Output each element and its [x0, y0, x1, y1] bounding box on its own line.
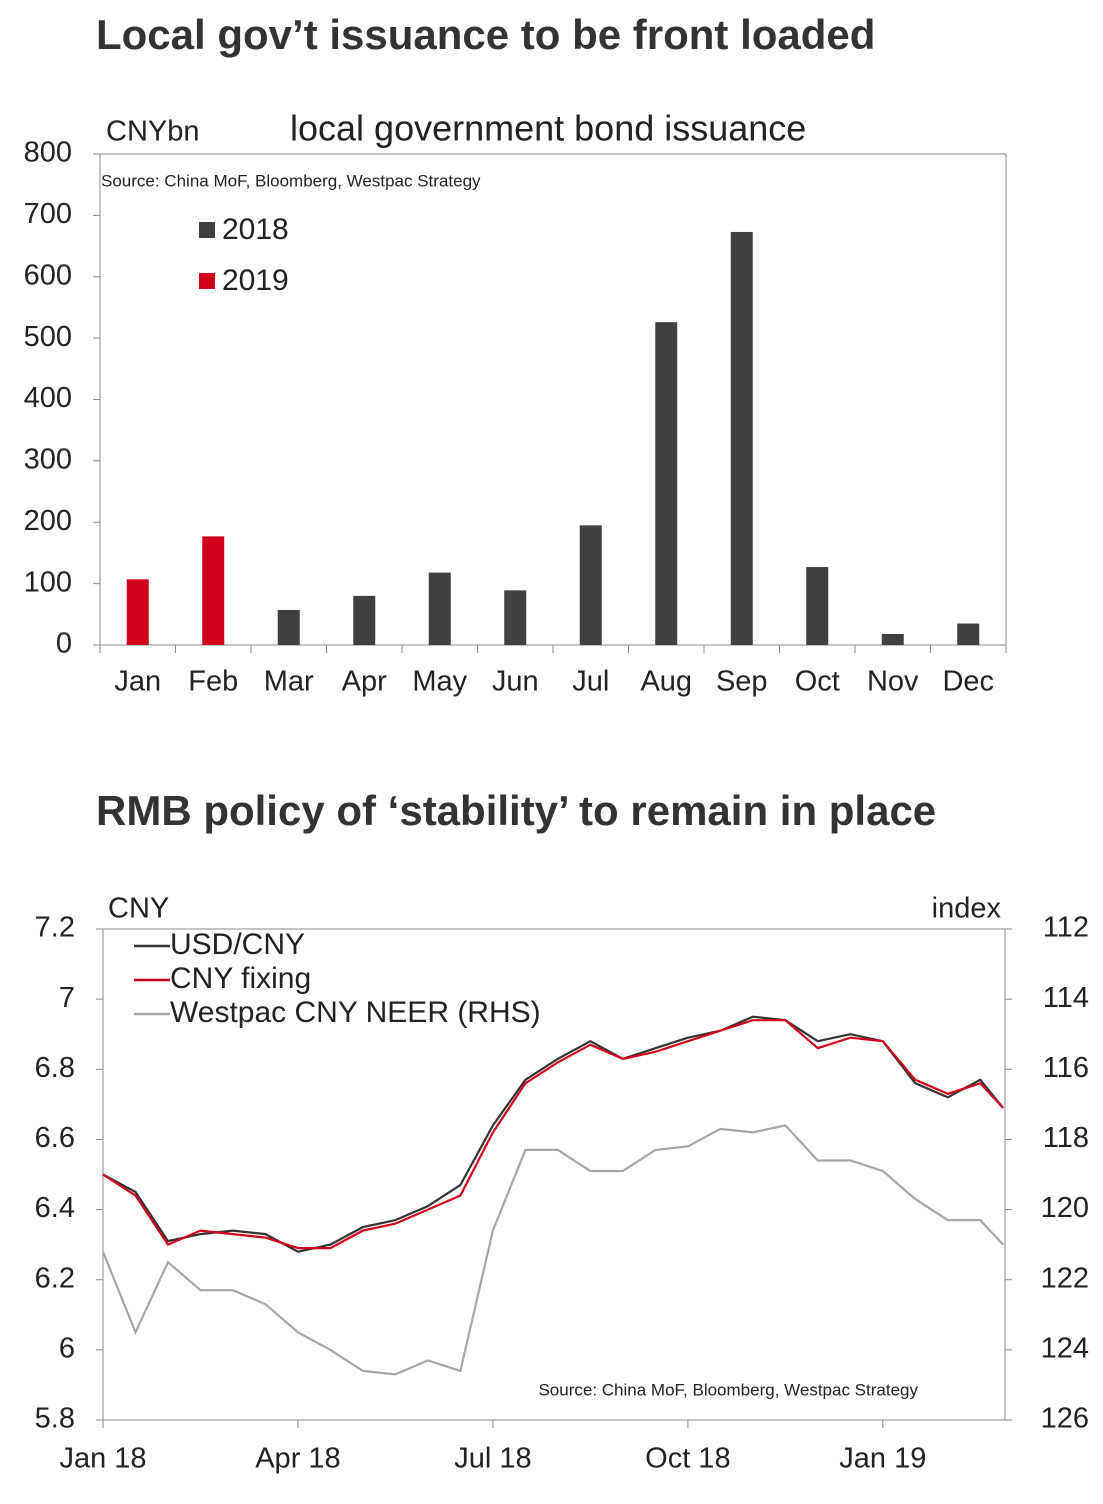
- bar: [126, 579, 149, 645]
- bar: [881, 633, 904, 645]
- x-tick-label: Jan 19: [839, 1443, 926, 1475]
- y2-tick-label: 118: [1043, 1122, 1089, 1154]
- source-note: Source: China MoF, Bloomberg, Westpac St…: [101, 171, 481, 190]
- y-tick-label: 6: [59, 1333, 75, 1365]
- y-tick-label: 700: [24, 198, 72, 230]
- y2-tick-label: 126: [1041, 1403, 1089, 1435]
- series-line: [102, 1015, 1004, 1253]
- y2-axis-label: index: [932, 893, 1002, 925]
- x-tick-label: Nov: [867, 666, 919, 698]
- y-tick-label: 500: [24, 321, 72, 353]
- x-tick-label: Apr: [342, 666, 387, 698]
- y-tick-label: 6.4: [35, 1192, 75, 1224]
- legend-label: USD/CNY: [170, 928, 305, 961]
- y-tick-label: 0: [56, 628, 72, 660]
- y2-tick-label: 120: [1041, 1192, 1089, 1224]
- y2-tick-label: 124: [1041, 1333, 1089, 1365]
- bar: [353, 595, 376, 645]
- series-line: [101, 1124, 1004, 1376]
- bar: [202, 536, 225, 645]
- y-tick-label: 800: [24, 137, 72, 169]
- x-tick-label: Oct 18: [645, 1443, 730, 1475]
- y-tick-label: 6.2: [35, 1262, 75, 1294]
- legend-label: 2018: [222, 213, 289, 246]
- y-tick-label: 100: [24, 566, 72, 598]
- x-tick-label: May: [412, 666, 467, 698]
- bar: [806, 567, 829, 645]
- x-tick-label: Mar: [264, 666, 314, 698]
- y-axis-label: CNY: [108, 893, 169, 925]
- series-line: [102, 1019, 1004, 1250]
- y-tick-label: 6.6: [35, 1122, 75, 1154]
- chart-title: Local gov’t issuance to be front loaded: [96, 11, 875, 58]
- legend-label: CNY fixing: [170, 962, 311, 995]
- bar: [957, 623, 980, 645]
- y2-tick-label: 116: [1043, 1052, 1089, 1084]
- x-tick-label: Feb: [188, 666, 238, 698]
- legend-swatch: [199, 222, 215, 238]
- legend-label: 2019: [222, 264, 289, 297]
- bar: [277, 610, 300, 645]
- y2-tick-label: 114: [1043, 982, 1089, 1014]
- source-note: Source: China MoF, Bloomberg, Westpac St…: [538, 1380, 918, 1399]
- bar: [428, 572, 451, 645]
- y2-tick-label: 122: [1041, 1262, 1089, 1294]
- legend-swatch: [199, 273, 215, 289]
- y-tick-label: 200: [24, 505, 72, 537]
- y-tick-label: 7: [59, 982, 75, 1014]
- y-tick-label: 5.8: [35, 1403, 75, 1435]
- x-tick-label: Sep: [716, 666, 768, 698]
- x-tick-label: Apr 18: [255, 1443, 340, 1475]
- x-tick-label: Jan 18: [59, 1443, 146, 1475]
- chart-subtitle: local government bond issuance: [290, 108, 806, 149]
- y-tick-label: 300: [24, 444, 72, 476]
- bar: [730, 231, 753, 646]
- x-tick-label: Dec: [942, 666, 994, 698]
- legend-label: Westpac CNY NEER (RHS): [170, 996, 541, 1029]
- x-tick-label: Jul 18: [454, 1443, 531, 1475]
- y-axis-label: CNYbn: [106, 116, 200, 148]
- bar: [579, 525, 602, 645]
- x-tick-label: Jul: [572, 666, 609, 698]
- y2-tick-label: 112: [1043, 912, 1089, 944]
- bar: [504, 590, 527, 645]
- y-tick-label: 6.8: [35, 1052, 75, 1084]
- chart-title: RMB policy of ‘stability’ to remain in p…: [96, 787, 936, 834]
- y-tick-label: 400: [24, 382, 72, 414]
- x-tick-label: Jan: [114, 666, 161, 698]
- x-tick-label: Jun: [492, 666, 539, 698]
- x-tick-label: Oct: [795, 666, 840, 698]
- y-tick-label: 600: [24, 259, 72, 291]
- x-tick-label: Aug: [640, 666, 692, 698]
- y-tick-label: 7.2: [35, 912, 75, 944]
- bar: [655, 322, 678, 645]
